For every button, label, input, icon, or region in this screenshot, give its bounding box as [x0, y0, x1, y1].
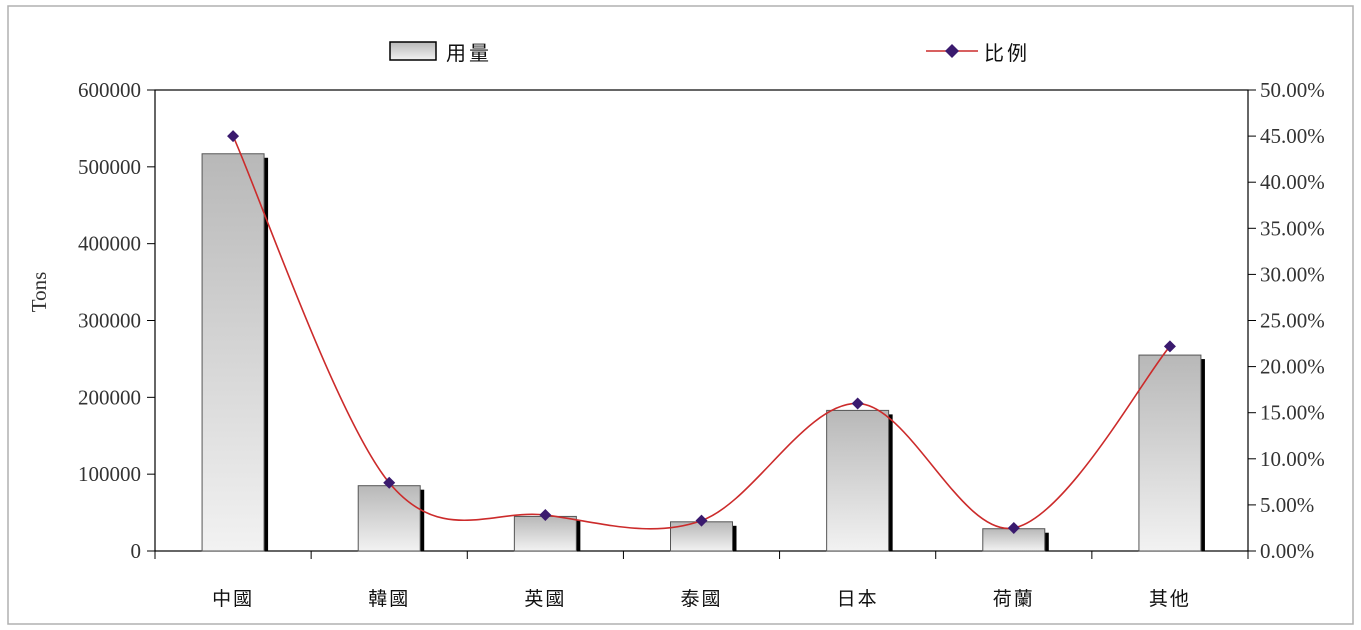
legend-label-bar: 用量	[446, 41, 492, 65]
series-line	[232, 135, 1171, 530]
line-marker	[227, 130, 240, 143]
bar	[1138, 354, 1202, 552]
y-tick-label: 500000	[78, 155, 141, 179]
line-marker	[539, 509, 552, 522]
y2-tick-label: 45.00%	[1260, 124, 1325, 148]
plot-frame	[154, 89, 1249, 552]
y2-tick-label: 40.00%	[1260, 170, 1325, 194]
y2-tick-label: 0.00%	[1260, 539, 1314, 563]
line-marker	[1007, 521, 1020, 534]
y-tick-label: 600000	[78, 78, 141, 102]
legend-swatch-marker	[945, 44, 959, 58]
y2-tick-label: 50.00%	[1260, 78, 1325, 102]
line-marker	[695, 514, 708, 527]
bar	[201, 153, 265, 552]
legend: 用量 比例	[389, 41, 1030, 65]
y-tick-label: 0	[131, 539, 142, 563]
x-tick-label: 其他	[1149, 588, 1191, 610]
y2-tick-label: 15.00%	[1260, 401, 1325, 425]
x-tick-label: 荷蘭	[993, 588, 1035, 610]
y2-tick-label: 25.00%	[1260, 309, 1325, 333]
x-tick-label: 韓國	[368, 588, 410, 610]
line-marker	[1163, 340, 1176, 353]
y-tick-label: 400000	[78, 232, 141, 256]
line-marker	[851, 397, 864, 410]
bar	[357, 485, 421, 552]
x-tick-label: 中國	[212, 588, 254, 610]
y-tick-label: 200000	[78, 385, 141, 409]
chart-frame	[7, 5, 1354, 625]
y2-tick-label: 20.00%	[1260, 355, 1325, 379]
x-tick-label: 英國	[524, 588, 566, 610]
y2-tick-label: 10.00%	[1260, 447, 1325, 471]
bar	[826, 409, 890, 552]
y2-tick-label: 30.00%	[1260, 262, 1325, 286]
y-tick-label: 100000	[78, 462, 141, 486]
bar	[513, 515, 577, 552]
legend-label-line: 比例	[984, 41, 1030, 65]
y2-tick-label: 5.00%	[1260, 493, 1314, 517]
y-tick-label: 300000	[78, 309, 141, 333]
x-tick-label: 日本	[837, 588, 879, 610]
x-tick-label: 泰國	[680, 588, 722, 610]
y-axis-title: Tons	[27, 272, 51, 313]
plot-area: 0 100000 200000 300000 400000 500000 600000 0.0…	[78, 78, 1325, 610]
line-marker	[383, 476, 396, 489]
y2-tick-label: 35.00%	[1260, 216, 1325, 240]
legend-swatch-bar	[389, 41, 437, 61]
